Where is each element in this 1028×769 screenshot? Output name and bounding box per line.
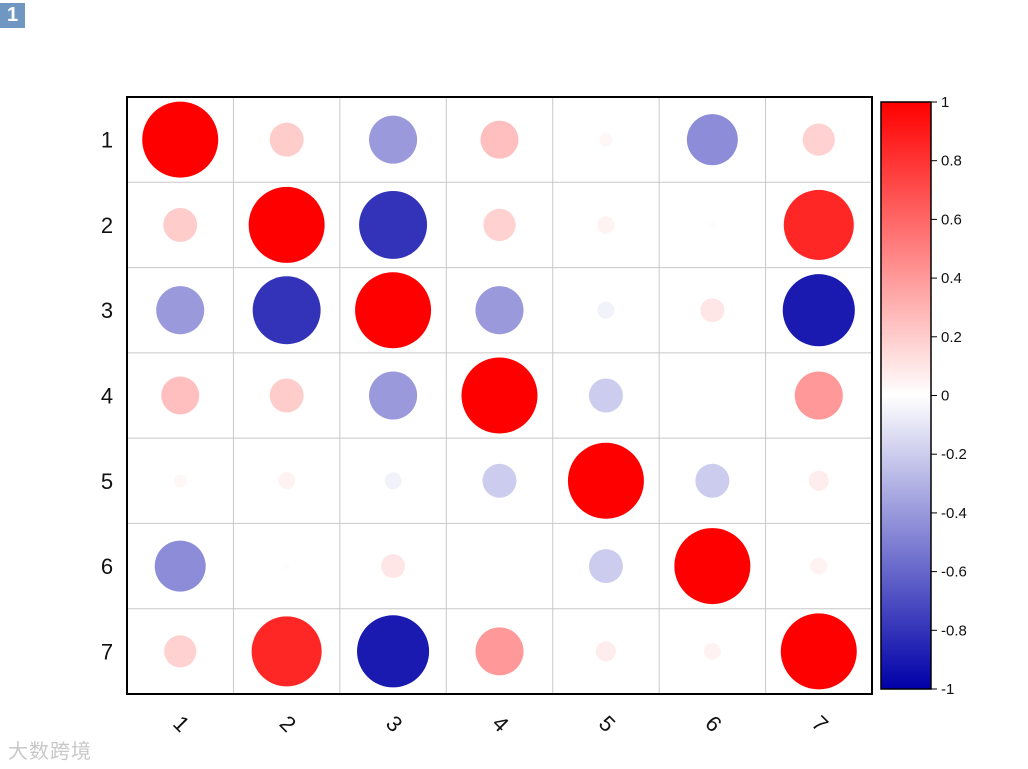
correlation-circle-r1-c3: [369, 115, 418, 164]
correlation-circle-r5-c4: [482, 463, 517, 498]
correlation-circle-r1-c4: [480, 120, 519, 159]
colorbar-tick-label: 0.4: [941, 270, 962, 287]
correlation-circle-r2-c6: [708, 221, 717, 229]
correlation-circle-r2-c5: [597, 216, 615, 234]
correlation-circle-r5-c3: [384, 472, 402, 490]
grid-lines: [127, 97, 872, 694]
correlation-circle-r4-c3: [369, 371, 418, 420]
colorbar-tick-label: -0.2: [941, 446, 967, 463]
column-label: 4: [488, 711, 514, 737]
correlation-circle-r4-c5: [588, 378, 623, 413]
correlation-circle-r2-c2: [248, 186, 325, 263]
colorbar-tick-label: 0.2: [941, 329, 962, 346]
row-label: 7: [101, 639, 113, 664]
correlation-circle-r5-c1: [173, 474, 187, 488]
correlation-circle-r7-c2: [251, 616, 322, 687]
correlation-circle-r5-c6: [695, 463, 730, 498]
plot-frame: [126, 96, 873, 695]
column-label: 1: [168, 711, 194, 737]
correlation-circle-r2-c7: [783, 189, 854, 260]
correlation-circle-r3-c1: [156, 286, 205, 335]
column-labels: 1 2 3 4 5 6 7: [168, 711, 833, 737]
colorbar-tick-label: -0.4: [941, 505, 967, 522]
watermark-text: 大数跨境: [8, 739, 92, 763]
correlation-circle-r6-c1: [154, 540, 206, 592]
colorbar-tick-label: -1: [941, 681, 954, 698]
correlation-circle-r2-c4: [483, 208, 516, 242]
correlation-circle-r6-c3: [381, 554, 406, 579]
row-label: 4: [101, 384, 113, 409]
colorbar-tick-label: 0.8: [941, 153, 962, 170]
correlation-circle-r1-c5: [599, 133, 613, 147]
row-label: 3: [101, 298, 113, 323]
colorbar-tick-label: -0.6: [941, 564, 967, 581]
column-label: 6: [700, 711, 726, 737]
column-label: 2: [275, 711, 301, 737]
correlation-circle-r5-c7: [808, 470, 829, 491]
correlation-circle-r3-c4: [475, 286, 524, 335]
correlation-circle-r2-c3: [359, 190, 428, 259]
colorbar-tick-label: 1: [941, 94, 949, 111]
correlation-circle-r4-c7: [794, 371, 843, 420]
column-label: 7: [807, 711, 833, 737]
correlation-circle-r3-c5: [597, 301, 615, 319]
colorbar-tick-label: 0.6: [941, 211, 962, 228]
figure-number-badge: 1: [0, 3, 25, 28]
column-label: 5: [594, 711, 620, 737]
correlation-circle-r3-c6: [700, 298, 725, 323]
correlation-circle-r4-c1: [161, 376, 200, 415]
correlation-circle-r1-c6: [686, 114, 738, 166]
colorbar-ticks: 1 0.8 0.6 0.4 0.2 0 -0.2 -0.4 -0.6 -0.8 -1: [931, 94, 967, 698]
row-label: 1: [101, 128, 113, 153]
correlation-circle-r7-c6: [703, 642, 721, 660]
correlation-circle-r1-c7: [802, 123, 835, 156]
column-label: 3: [381, 711, 407, 737]
correlation-circle-r1-c2: [269, 122, 304, 157]
correlation-circle-r1-c1: [142, 101, 219, 178]
row-label: 5: [101, 469, 113, 494]
correlation-circle-r6-c7: [810, 557, 828, 575]
correlation-circle-r3-c2: [252, 276, 321, 345]
row-labels: 1 2 3 4 5 6 7: [101, 128, 113, 665]
correlation-circle-r7-c1: [164, 635, 197, 668]
correlation-circle-r6-c5: [588, 549, 623, 584]
correlation-circle-r5-c5: [567, 442, 644, 519]
correlation-circle-r4-c4: [461, 357, 538, 434]
row-label: 2: [101, 213, 113, 238]
correlation-circles: [142, 101, 857, 690]
correlation-circle-r7-c5: [595, 641, 616, 662]
colorbar-tick-label: -0.8: [941, 622, 967, 639]
correlation-circle-r4-c2: [269, 378, 304, 413]
correlation-circle-r3-c3: [355, 272, 432, 349]
row-label: 6: [101, 554, 113, 579]
correlation-circle-r7-c3: [357, 615, 430, 688]
correlation-circle-r6-c6: [674, 528, 751, 605]
colorbar: [880, 101, 932, 690]
correlation-circle-r3-c7: [782, 274, 855, 347]
correlation-circle-r2-c1: [163, 207, 198, 242]
correlation-circle-r7-c7: [780, 613, 857, 690]
correlation-circle-r5-c2: [278, 472, 296, 490]
correlation-circle-r7-c4: [475, 627, 524, 676]
correlation-circle-r6-c2: [282, 562, 291, 570]
colorbar-tick-label: 0: [941, 388, 949, 405]
